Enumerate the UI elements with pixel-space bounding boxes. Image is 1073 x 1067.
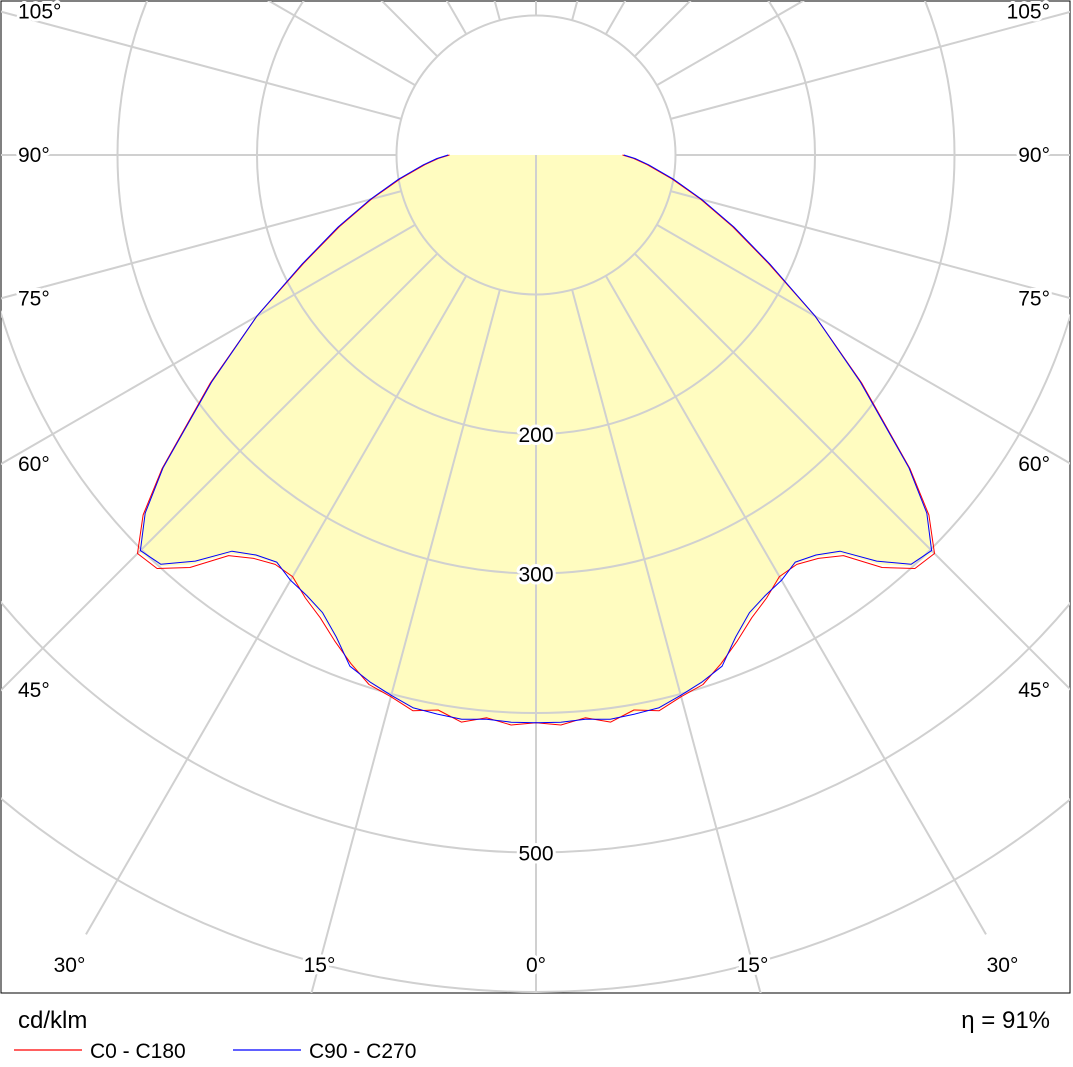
- axis-labels: 105° 105° 90° 90° 75° 75° 60° 60° 45° 45° 30° 30° 15…: [15, 0, 1053, 980]
- angle-label-15-right: 15°: [737, 954, 769, 977]
- angle-label-60-right: 60°: [1018, 453, 1050, 476]
- radial-label-500: 500: [518, 843, 553, 866]
- angle-label-75-left: 75°: [18, 287, 50, 310]
- grid-spoke: [493, 1, 501, 21]
- angle-label-75-right: 75°: [1018, 287, 1050, 310]
- series-line-c90-c270: [139, 154, 933, 724]
- grid-spoke: [656, 1, 805, 87]
- grid-spoke: [571, 1, 579, 21]
- legend-label-c0-c180: C0 - C180: [90, 1040, 186, 1063]
- grid-spoke: [1, 223, 416, 466]
- angle-label-45-left: 45°: [18, 679, 50, 702]
- legend-label-c90-c270: C90 - C270: [309, 1040, 416, 1063]
- angle-label-30-left: 30°: [54, 954, 86, 977]
- grid-spoke: [633, 252, 1070, 691]
- legend: C0 - C180 C90 - C270: [14, 1040, 416, 1063]
- angle-label-0: 0°: [526, 954, 546, 977]
- radial-label-200: 200: [518, 424, 553, 447]
- angle-label-105-right: 105°: [1007, 1, 1050, 24]
- grid-spoke: [1, 252, 439, 692]
- grid-spoke: [85, 275, 468, 935]
- grid-spoke: [571, 289, 762, 993]
- angle-label-30-right: 30°: [987, 954, 1019, 977]
- angle-label-45-right: 45°: [1018, 679, 1050, 702]
- angle-label-105-left: 105°: [18, 1, 61, 24]
- efficiency-label: η = 91%: [961, 1007, 1050, 1034]
- grid-spoke: [1, 190, 402, 300]
- angle-label-90-right: 90°: [1018, 144, 1050, 167]
- series-curves: [137, 154, 935, 726]
- angle-label-90-left: 90°: [18, 144, 50, 167]
- angle-label-60-left: 60°: [18, 453, 50, 476]
- grid-spoke: [310, 289, 501, 993]
- grid-spoke: [267, 1, 416, 87]
- grid-spoke: [1, 10, 402, 120]
- radial-label-300: 300: [518, 564, 553, 587]
- grid-spoke: [670, 10, 1070, 120]
- grid-spoke: [656, 223, 1070, 465]
- angle-label-15-left: 15°: [304, 954, 336, 977]
- unit-label: cd/klm: [18, 1007, 87, 1034]
- grid-spoke: [604, 275, 987, 935]
- grid-spoke: [670, 190, 1070, 300]
